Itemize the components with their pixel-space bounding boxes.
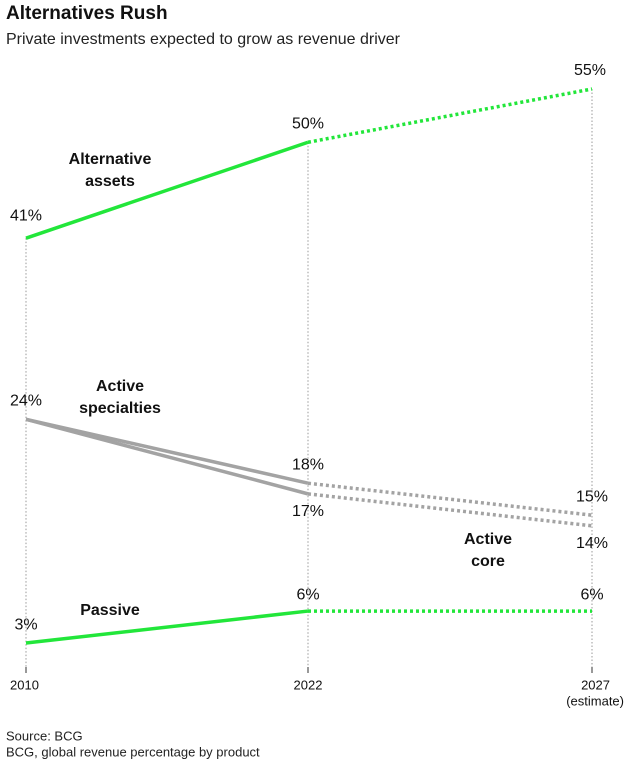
source: Source: BCG (6, 728, 83, 743)
value-label: 6% (296, 586, 319, 603)
x-tick-label: 2010 (10, 677, 39, 692)
chart-title: Alternatives Rush (6, 3, 168, 24)
value-label: 55% (574, 62, 606, 79)
series-name: Alternative assets (69, 151, 152, 190)
value-label: 41% (10, 207, 42, 224)
line-segment (307, 87, 593, 144)
value-label: 18% (292, 456, 324, 473)
value-label: 50% (292, 115, 324, 132)
x-tick-label: 2027 (581, 677, 610, 692)
value-label: 17% (292, 503, 324, 520)
value-label: 6% (580, 586, 603, 603)
value-label: 3% (14, 616, 37, 633)
series-name: Active specialties (79, 378, 161, 417)
line-segment (25, 140, 309, 240)
line-segment (25, 609, 309, 645)
value-label: 24% (10, 393, 42, 410)
series-name: Active core (464, 531, 512, 570)
series-name: Passive (80, 602, 140, 619)
value-label: 14% (576, 535, 608, 552)
line-segment (25, 417, 309, 496)
value-label: 15% (576, 488, 608, 505)
estimate-note: (estimate) (566, 693, 624, 708)
note: BCG, global revenue percentage by produc… (6, 744, 260, 759)
x-tick-label: 2022 (294, 677, 323, 692)
chart-subtitle: Private investments expected to grow as … (6, 31, 401, 48)
